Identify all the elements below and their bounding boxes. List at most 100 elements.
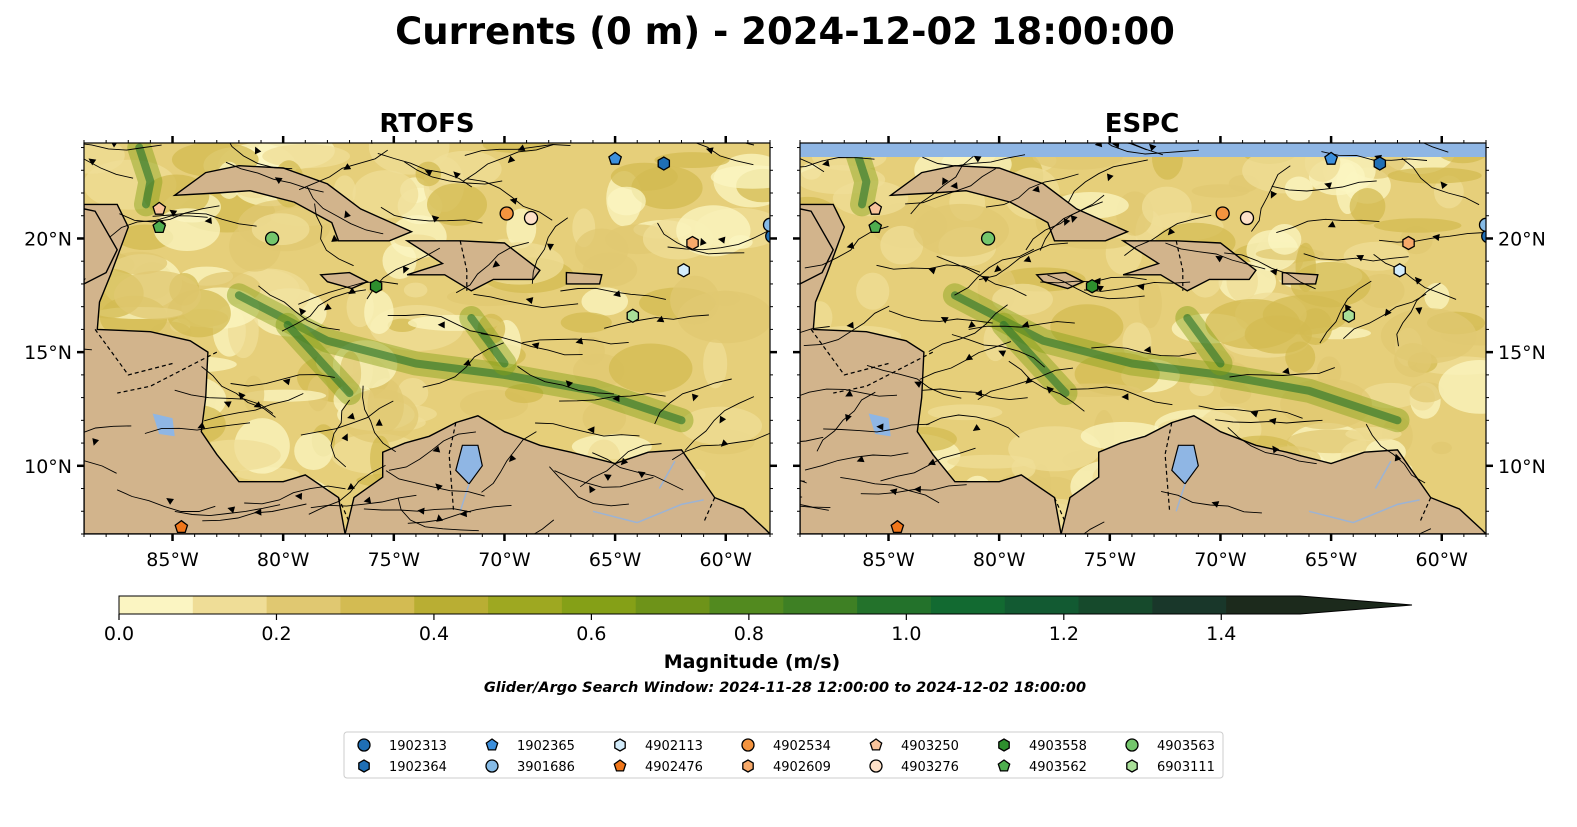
magnitude-patch [703,339,728,389]
streamline-arrow [913,485,921,493]
float-4902609-marker [686,235,699,251]
magnitude-patch [1122,322,1152,363]
streamline-arrow [459,510,468,518]
streamline [204,393,304,422]
rtofs-float-markers [152,151,770,534]
streamline-arrow [531,342,540,350]
float-3901686-marker [1478,217,1486,232]
streamline [695,143,754,166]
magnitude-patch [364,290,394,334]
legend-label: 4902609 [773,760,831,775]
legend-label: 4902534 [773,739,831,754]
streamline-arrow [1250,410,1259,418]
streamline [174,504,281,517]
streamline-arrow [166,498,174,505]
magnitude-patch [608,343,693,394]
streamline-arrow [637,471,646,479]
rtofs-axis-ticks: 85°W 80°W 75°W 70°W 65°W 60°W 10°N 15°N 20°N [24,136,777,571]
streamline [533,519,555,534]
streamline [306,186,384,235]
float-4902476-marker [174,519,189,534]
streamline-arrow [1282,367,1290,375]
streamline [1091,346,1197,357]
streamline-arrow [691,393,699,402]
river [1175,483,1186,512]
country-border [1175,240,1184,291]
land-yucatan [84,208,118,285]
streamline [404,161,503,185]
streamline [535,422,640,437]
country-border [703,497,716,523]
streamline-arrow [1414,276,1423,285]
streamline-arrow [1094,143,1103,148]
current-jet-core [283,320,354,398]
streamline-arrow [1327,220,1336,228]
streamline-arrow [274,177,283,184]
streamline-arrow [822,159,830,167]
streamline [281,289,366,332]
river [592,499,704,524]
colorbar-outline [118,595,1413,615]
streamline-arrow [509,454,517,462]
streamline-arrow [846,242,855,249]
streamline [380,206,483,224]
streamline [876,264,981,273]
magnitude-patch [610,162,678,191]
streamline [800,436,824,442]
float-4902113-marker [1393,263,1406,278]
streamline [455,241,529,294]
country-border [459,240,468,291]
streamline [109,215,208,238]
streamline-arrow [612,395,620,403]
magnitude-patch [1349,188,1386,225]
streamline-arrow [223,401,232,408]
float-4903250-marker [152,201,167,215]
streamline-arrow [1143,346,1152,354]
streamline [1271,180,1377,192]
streamline [298,149,388,191]
colorbar-segment [857,596,932,614]
streamline [363,508,471,513]
rtofs-map-panel: RTOFS 85°W 80°W 75°W 70°W 65°W 60°W 10°N 15°N 20… [24,109,777,571]
streamline [654,378,732,425]
streamline-arrow [35,497,43,505]
streamline-arrow [331,234,339,242]
lon-tick-label: 85°W [862,549,915,571]
lon-tick-label: 60°W [1416,549,1469,571]
streamline-arrow [603,474,612,481]
espc-axis-ticks: 85°W 80°W 75°W 70°W 65°W 60°W 10°N 15°N 20°N [793,136,1546,571]
lat-tick-label: 20°N [1498,228,1546,250]
magnitude-patch [1141,186,1192,228]
streamline-arrow [950,182,958,190]
legend-marker-4903250 [869,738,883,751]
colorbar-tick-label: 1.0 [891,623,921,645]
colorbar-segment [340,596,415,614]
streamline [1127,143,1164,156]
streamline [559,393,666,402]
streamline-arrow [435,483,443,491]
colorbar-tick-label: 0.4 [419,623,449,645]
colorbar-tick-label: 0.8 [734,623,764,645]
streamline [919,341,1012,380]
land-yucatan [800,208,834,285]
legend-label: 4903250 [901,739,959,754]
land-hispaniola [404,240,541,292]
streamline [300,400,394,436]
float-4903563-marker [980,231,996,246]
colorbar: 0.0 0.2 0.4 0.6 0.8 1.0 1.2 1.4 Magnitude (m/s) [104,595,1413,673]
streamline [522,338,629,345]
float-6903111-marker [1342,308,1356,324]
magnitude-patch [504,383,544,404]
legend-marker-1902365 [485,738,499,751]
country-border [94,329,173,376]
magnitude-patch [607,186,646,216]
streamline-arrow [50,298,58,306]
lon-tick-label: 60°W [700,549,753,571]
streamline-arrow [1211,501,1220,508]
streamline-arrow [1025,376,1033,384]
streamline-arrow [856,455,865,463]
streamline [1229,367,1335,378]
streamline [985,173,1079,208]
legend-marker-4903276 [869,759,883,773]
streamline [816,391,876,452]
